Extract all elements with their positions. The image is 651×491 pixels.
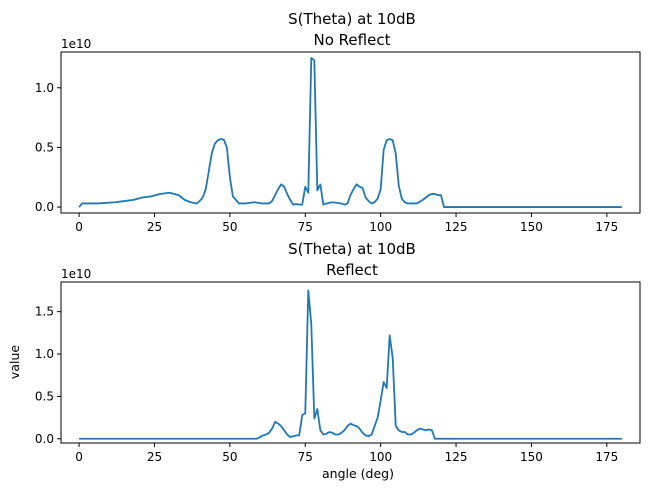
plot-frame [60,281,641,444]
y-tick-label: 0.0 [35,432,54,446]
x-tick-label: 25 [147,450,162,464]
subplot-reflect: S(Theta) at 10dB Reflect 1e10 0 25 50 75 100… [7,240,641,481]
x-tick-label: 150 [520,220,543,234]
x-tick-label: 75 [298,450,313,464]
y-tick-label: 1.0 [35,81,54,95]
chart-title: S(Theta) at 10dB [288,10,416,28]
y-tick-label: 0.0 [35,200,54,214]
x-tick-label: 75 [298,220,313,234]
x-tick-label: 150 [520,450,543,464]
y-offset-text: 1e10 [61,267,91,281]
series-line [79,289,622,440]
x-tick-label: 100 [369,220,392,234]
x-tick-label: 125 [445,450,468,464]
y-tick-label: 0.5 [35,389,54,403]
x-tick-label: 50 [222,450,237,464]
series-line [78,57,622,208]
x-tick-group: 0 25 50 75 100 125 150 175 [75,443,618,464]
y-tick-group: 0.0 0.5 1.0 1.5 [35,305,61,446]
y-tick-label: 0.5 [35,140,54,154]
y-tick-label: 1.5 [35,305,54,319]
subplot-no-reflect: S(Theta) at 10dB No Reflect 1e10 0 25 50 75… [35,10,641,234]
x-tick-label: 0 [75,450,83,464]
y-tick-label: 1.0 [35,347,54,361]
y-offset-text: 1e10 [61,37,91,51]
x-tick-label: 125 [445,220,468,234]
x-tick-label: 50 [222,220,237,234]
x-tick-label: 175 [595,220,618,234]
chart-subtitle: No Reflect [314,31,391,49]
x-tick-label: 175 [595,450,618,464]
y-tick-group: 0.0 0.5 1.0 [35,81,61,214]
x-tick-label: 25 [147,220,162,234]
y-axis-label: value [7,345,22,379]
plot-frame [60,51,641,214]
x-tick-label: 100 [369,450,392,464]
x-tick-group: 0 25 50 75 100 125 150 175 [75,213,618,234]
chart-subtitle: Reflect [326,261,378,279]
x-tick-label: 0 [75,220,83,234]
x-axis-label: angle (deg) [322,466,394,481]
chart-title: S(Theta) at 10dB [288,240,416,258]
